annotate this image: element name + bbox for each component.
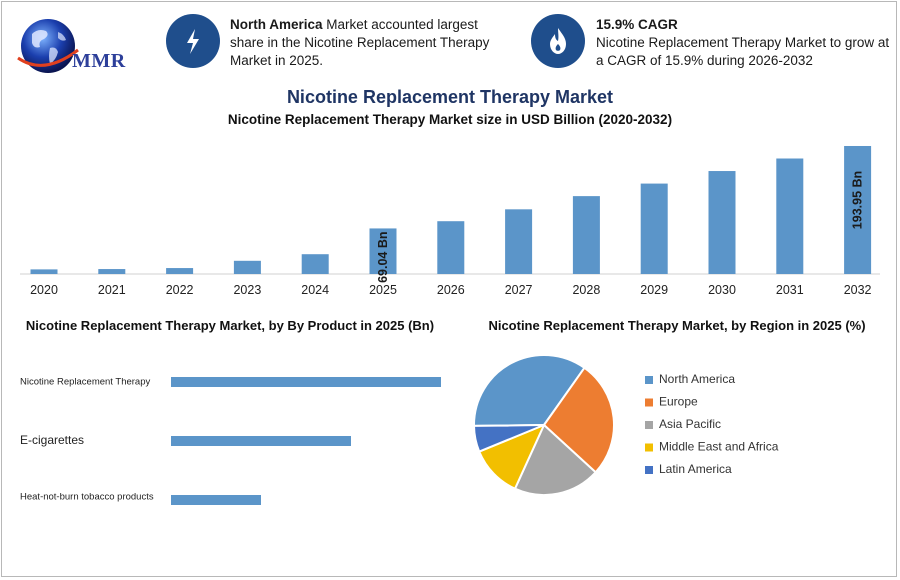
bar-2030 (708, 171, 736, 274)
x-tick-label: 2020 (30, 283, 58, 297)
x-tick-label: 2031 (776, 283, 804, 297)
x-tick-label: 2030 (708, 283, 736, 297)
product-hbar-chart: Nicotine Replacement Therapy E-cigarettes… (20, 377, 441, 505)
hbar-category-label: E-cigarettes (20, 433, 84, 447)
x-tick-label: 2029 (640, 283, 668, 297)
bar-2029 (640, 183, 668, 274)
x-tick-label: 2024 (301, 283, 329, 297)
legend-swatch (645, 398, 653, 407)
legend-swatch (645, 466, 653, 474)
info-body-2: Nicotine Replacement Therapy Market to g… (596, 35, 890, 68)
bar-2026 (437, 221, 465, 274)
x-tick-label: 2022 (166, 283, 194, 297)
bar-2028 (572, 196, 600, 274)
hbar-category-label: Nicotine Replacement Therapy (20, 377, 151, 388)
flame-icon (550, 28, 566, 54)
region-chart-title: Nicotine Replacement Therapy Market, by … (488, 318, 866, 333)
product-chart-title: Nicotine Replacement Therapy Market, by … (25, 318, 435, 333)
x-tick-label: 2028 (572, 283, 600, 297)
bar-2022 (166, 268, 194, 274)
region-pie-chart: North America Europe Asia Pacific Middle Ea… (472, 354, 779, 496)
info-circle-2 (531, 14, 585, 68)
x-tick-label: 2032 (844, 283, 872, 297)
bar-2024 (301, 254, 329, 274)
bar-2031 (776, 158, 804, 274)
bar-2032 (844, 145, 872, 274)
info-bold-1: North America (230, 17, 323, 32)
legend-label: Latin America (659, 462, 732, 476)
x-tick-label: 2021 (98, 283, 126, 297)
legend-label: Asia Pacific (659, 417, 721, 431)
bar-2027 (505, 209, 533, 274)
x-tick-label: 2023 (233, 283, 261, 297)
info-text-2: 15.9% CAGR Nicotine Replacement Therapy … (596, 16, 892, 70)
x-tick-label: 2027 (505, 283, 533, 297)
info-bold-2: 15.9% CAGR (596, 17, 678, 32)
bar-chart-title: Nicotine Replacement Therapy Market size… (227, 112, 673, 127)
lightning-icon (187, 29, 199, 54)
legend-label: Europe (659, 395, 698, 409)
bar-2020 (30, 269, 58, 274)
hbar-2 (171, 495, 261, 505)
x-tick-label: 2026 (437, 283, 465, 297)
mmr-logo (14, 14, 139, 78)
hbar-0 (171, 377, 441, 387)
legend-label: Middle East and Africa (659, 440, 779, 454)
pie-slice-1 (542, 366, 615, 474)
logo-text: MMR (72, 50, 126, 72)
bar-2021 (98, 269, 126, 274)
x-tick-label: 2025 (369, 283, 397, 297)
main-title: Nicotine Replacement Therapy Market (286, 87, 614, 107)
info-circle-1 (166, 14, 220, 68)
info-body-1: Market accounted largest share in the Ni… (230, 17, 490, 68)
info-text-1: North America Market accounted largest s… (230, 16, 510, 70)
legend-swatch (645, 421, 653, 429)
bar-2025 (369, 228, 397, 274)
hbar-1 (171, 436, 351, 446)
globe-icon (17, 19, 79, 73)
legend-swatch (645, 443, 653, 452)
legend-swatch (645, 376, 653, 384)
data-label: 193.95 Bn (851, 171, 865, 229)
bar-2023 (233, 260, 261, 274)
hbar-category-label: Heat-not-burn tobacco products (20, 492, 154, 503)
pie-slice-2 (513, 423, 598, 496)
data-label: 69.04 Bn (376, 232, 390, 283)
legend-label: North America (659, 372, 735, 386)
pie-slice-4 (472, 424, 545, 453)
pie-slice-0 (473, 354, 586, 427)
